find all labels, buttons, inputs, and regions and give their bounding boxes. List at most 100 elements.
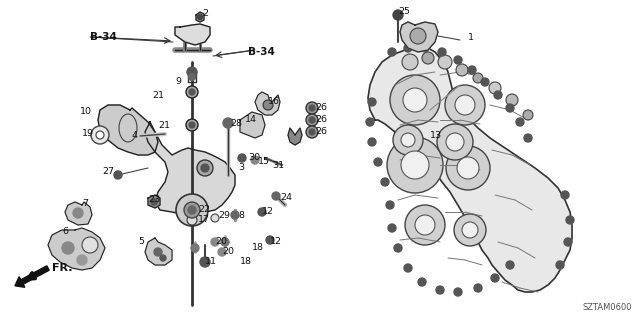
Polygon shape xyxy=(98,105,158,155)
Text: 20: 20 xyxy=(222,247,234,257)
Circle shape xyxy=(491,274,499,282)
Circle shape xyxy=(231,211,239,219)
Circle shape xyxy=(422,52,434,64)
Circle shape xyxy=(403,88,427,112)
Circle shape xyxy=(151,199,157,205)
Polygon shape xyxy=(288,128,302,145)
Circle shape xyxy=(309,117,315,123)
Circle shape xyxy=(415,215,435,235)
Circle shape xyxy=(200,257,210,267)
Circle shape xyxy=(263,100,273,110)
Text: 25: 25 xyxy=(398,7,410,17)
Text: 5: 5 xyxy=(138,237,144,246)
Text: 6: 6 xyxy=(62,228,68,236)
Circle shape xyxy=(238,154,246,162)
Circle shape xyxy=(454,56,462,64)
Circle shape xyxy=(418,278,426,286)
Circle shape xyxy=(474,284,482,292)
Circle shape xyxy=(96,131,104,139)
Circle shape xyxy=(221,238,229,246)
Circle shape xyxy=(438,48,446,56)
Circle shape xyxy=(489,82,501,94)
Text: 14: 14 xyxy=(245,116,257,124)
Circle shape xyxy=(524,134,532,142)
Circle shape xyxy=(251,156,259,164)
Circle shape xyxy=(211,238,219,246)
Circle shape xyxy=(368,98,376,106)
Circle shape xyxy=(388,224,396,232)
Circle shape xyxy=(393,10,403,20)
Circle shape xyxy=(393,125,423,155)
Circle shape xyxy=(306,102,318,114)
Text: 21: 21 xyxy=(158,121,170,130)
Circle shape xyxy=(455,95,475,115)
Text: 13: 13 xyxy=(430,131,442,140)
Circle shape xyxy=(309,129,315,135)
Circle shape xyxy=(506,261,514,269)
Text: 29: 29 xyxy=(218,212,230,220)
Circle shape xyxy=(176,194,208,226)
Text: 17: 17 xyxy=(198,215,210,225)
Circle shape xyxy=(189,89,195,95)
Circle shape xyxy=(481,78,489,86)
Text: 15: 15 xyxy=(258,157,270,166)
Text: 18: 18 xyxy=(252,243,264,252)
Circle shape xyxy=(218,248,226,256)
Text: 19: 19 xyxy=(82,129,94,138)
Circle shape xyxy=(410,28,426,44)
Polygon shape xyxy=(255,92,280,115)
Text: 7: 7 xyxy=(82,199,88,209)
Circle shape xyxy=(211,214,219,222)
Text: 9: 9 xyxy=(175,77,181,86)
Text: 21: 21 xyxy=(152,91,164,100)
Circle shape xyxy=(188,206,196,214)
Circle shape xyxy=(494,91,502,99)
Circle shape xyxy=(198,14,202,20)
Circle shape xyxy=(457,157,479,179)
Polygon shape xyxy=(65,202,92,225)
Circle shape xyxy=(473,73,483,83)
Circle shape xyxy=(160,255,166,261)
Circle shape xyxy=(366,118,374,126)
Circle shape xyxy=(402,54,418,70)
Circle shape xyxy=(187,67,197,77)
Text: B-34: B-34 xyxy=(90,32,117,42)
Circle shape xyxy=(446,146,490,190)
Circle shape xyxy=(462,222,478,238)
Circle shape xyxy=(381,178,389,186)
Text: 24: 24 xyxy=(280,194,292,203)
Circle shape xyxy=(401,151,429,179)
Text: 26: 26 xyxy=(315,116,327,124)
Text: 12: 12 xyxy=(262,207,274,217)
Circle shape xyxy=(404,44,412,52)
Circle shape xyxy=(62,242,74,254)
Circle shape xyxy=(394,244,402,252)
FancyArrow shape xyxy=(15,266,49,287)
Polygon shape xyxy=(148,195,160,208)
Circle shape xyxy=(446,133,464,151)
Circle shape xyxy=(506,104,514,112)
Circle shape xyxy=(197,160,213,176)
Circle shape xyxy=(114,171,122,179)
Text: 12: 12 xyxy=(270,236,282,245)
Text: 2: 2 xyxy=(202,9,208,18)
Circle shape xyxy=(561,191,569,199)
Text: B-34: B-34 xyxy=(248,47,275,57)
Text: 1: 1 xyxy=(468,34,474,43)
Circle shape xyxy=(266,236,274,244)
Circle shape xyxy=(77,255,87,265)
Polygon shape xyxy=(48,228,105,270)
Text: 22: 22 xyxy=(198,205,210,214)
Circle shape xyxy=(388,48,396,56)
Text: 26: 26 xyxy=(315,103,327,113)
Circle shape xyxy=(187,215,197,225)
Circle shape xyxy=(201,164,209,172)
Polygon shape xyxy=(145,238,172,265)
Circle shape xyxy=(445,85,485,125)
Circle shape xyxy=(438,55,452,69)
Circle shape xyxy=(386,201,394,209)
Circle shape xyxy=(154,248,162,256)
Circle shape xyxy=(186,119,198,131)
Polygon shape xyxy=(368,47,572,292)
Circle shape xyxy=(82,237,98,253)
